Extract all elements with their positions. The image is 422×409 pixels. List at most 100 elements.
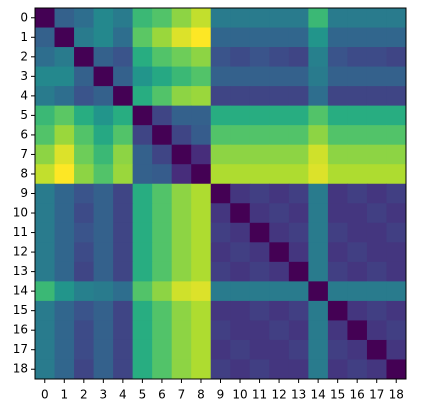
y-tick-label: 3 <box>20 69 28 83</box>
heatmap-cell <box>113 27 134 48</box>
heatmap-cell <box>308 261 329 282</box>
heatmap-cell <box>74 105 95 126</box>
heatmap-cell <box>347 339 368 360</box>
heatmap-cell <box>35 125 56 146</box>
heatmap-cell <box>93 222 114 243</box>
heatmap-cell <box>132 125 153 146</box>
heatmap-cell <box>366 222 387 243</box>
heatmap-cell <box>152 320 173 341</box>
heatmap-cell <box>386 261 407 282</box>
heatmap-cell <box>171 203 192 224</box>
heatmap-cell <box>269 125 290 146</box>
y-tick-label: 11 <box>13 225 28 239</box>
heatmap-cell <box>210 105 231 126</box>
heatmap-cell <box>54 8 75 29</box>
heatmap-cell <box>113 125 134 146</box>
heatmap-cell <box>347 105 368 126</box>
heatmap-cell <box>74 144 95 165</box>
heatmap-cell <box>191 183 212 204</box>
heatmap-cell <box>230 125 251 146</box>
heatmap-cell <box>152 144 173 165</box>
heatmap-cell <box>35 144 56 165</box>
heatmap-cell <box>210 242 231 263</box>
heatmap-cell <box>269 242 290 263</box>
heatmap-cell <box>327 339 348 360</box>
x-tick-label: 8 <box>197 388 205 402</box>
heatmap-cell <box>152 164 173 185</box>
heatmap-cell <box>152 8 173 29</box>
heatmap-cell <box>386 242 407 263</box>
x-tick-label: 15 <box>330 388 345 402</box>
heatmap-cell <box>210 125 231 146</box>
heatmap-cell <box>93 339 114 360</box>
x-tick-label: 11 <box>252 388 267 402</box>
heatmap-cell <box>230 359 251 380</box>
heatmap-cell <box>288 203 309 224</box>
heatmap-cell <box>35 164 56 185</box>
heatmap-cell <box>152 359 173 380</box>
heatmap-cell <box>249 261 270 282</box>
x-tick-label: 18 <box>389 388 404 402</box>
y-tick-label: 6 <box>20 127 28 141</box>
heatmap-cell <box>347 144 368 165</box>
x-tick-label: 6 <box>158 388 166 402</box>
heatmap-cell <box>93 125 114 146</box>
heatmap-cell <box>327 105 348 126</box>
heatmap-cell <box>288 47 309 68</box>
heatmap-cell <box>171 66 192 87</box>
heatmap-cell <box>54 66 75 87</box>
y-tick-label: 2 <box>20 49 28 63</box>
heatmap-cell <box>249 125 270 146</box>
heatmap-cell <box>171 8 192 29</box>
heatmap-cell <box>171 125 192 146</box>
heatmap-cell <box>191 144 212 165</box>
heatmap-cell <box>113 339 134 360</box>
heatmap-cell <box>191 164 212 185</box>
heatmap-cell <box>191 86 212 107</box>
heatmap-cell <box>113 66 134 87</box>
x-tick-label: 4 <box>119 388 127 402</box>
heatmap-cell <box>93 144 114 165</box>
heatmap-cell <box>249 242 270 263</box>
heatmap-cell <box>269 144 290 165</box>
heatmap-cell <box>93 320 114 341</box>
heatmap-cell <box>171 27 192 48</box>
heatmap-cell <box>132 203 153 224</box>
heatmap-cell <box>210 359 231 380</box>
y-tick-label: 15 <box>13 303 28 317</box>
heatmap-cell <box>54 320 75 341</box>
heatmap-cell <box>210 281 231 302</box>
heatmap-cell <box>347 320 368 341</box>
heatmap-cell <box>269 222 290 243</box>
heatmap-cell <box>230 203 251 224</box>
heatmap-cell <box>249 281 270 302</box>
heatmap-cell <box>249 339 270 360</box>
heatmap-cell <box>35 86 56 107</box>
heatmap-cell <box>249 183 270 204</box>
heatmap-cell <box>93 86 114 107</box>
heatmap-cell <box>308 144 329 165</box>
heatmap-cell <box>347 281 368 302</box>
heatmap-cell <box>74 203 95 224</box>
heatmap-cell <box>308 47 329 68</box>
heatmap-cell <box>386 27 407 48</box>
heatmap-cell <box>113 359 134 380</box>
heatmap-cell <box>386 222 407 243</box>
heatmap-cell <box>210 261 231 282</box>
heatmap-cell <box>347 164 368 185</box>
heatmap-cell <box>132 66 153 87</box>
heatmap-cell <box>308 105 329 126</box>
heatmap-cell <box>308 242 329 263</box>
heatmap-cell <box>152 203 173 224</box>
heatmap-cell <box>191 47 212 68</box>
heatmap-cell <box>35 281 56 302</box>
heatmap-cell <box>249 203 270 224</box>
heatmap-cell <box>269 320 290 341</box>
heatmap-cell <box>288 27 309 48</box>
heatmap-cell <box>35 339 56 360</box>
heatmap-cell <box>93 261 114 282</box>
heatmap-cell <box>366 320 387 341</box>
heatmap-cell <box>288 320 309 341</box>
heatmap-cell <box>347 47 368 68</box>
heatmap-cell <box>74 27 95 48</box>
